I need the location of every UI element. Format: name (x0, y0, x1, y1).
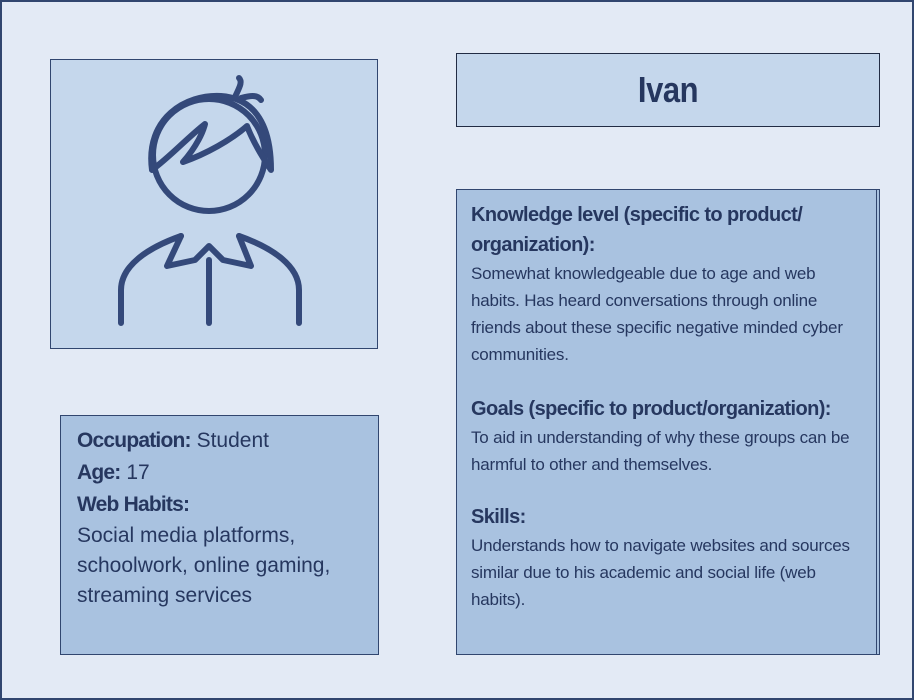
age-label: Age: (77, 461, 121, 484)
goals-body: To aid in understanding of why these gro… (471, 428, 850, 474)
web-habits-label: Web Habits: (77, 493, 190, 516)
avatar (50, 59, 378, 349)
occupation-value: Student (196, 429, 269, 452)
occupation-row: Occupation: Student (77, 425, 378, 457)
name-header: Ivan (456, 53, 880, 127)
goals-title: Goals (specific to product/organization)… (471, 398, 831, 420)
persona-details-panel: Knowledge level (specific to product/ or… (456, 189, 880, 655)
person-avatar-icon (118, 75, 302, 326)
knowledge-section: Knowledge level (specific to product/ or… (471, 200, 869, 368)
web-habits-row: Web Habits: (77, 489, 378, 521)
skills-section: Skills: Understands how to navigate webs… (471, 502, 869, 613)
persona-info-panel: Occupation: Student Age: 17 Web Habits: … (60, 415, 379, 655)
knowledge-title: Knowledge level (specific to product/ or… (471, 204, 803, 256)
web-habits-value: Social media platforms, schoolwork, onli… (77, 524, 331, 607)
goals-section: Goals (specific to product/organization)… (471, 394, 869, 478)
occupation-label: Occupation: (77, 429, 192, 452)
skills-title: Skills: (471, 506, 526, 528)
age-value: 17 (126, 461, 150, 484)
knowledge-body: Somewhat knowledgeable due to age and we… (471, 264, 843, 364)
persona-name: Ivan (637, 69, 699, 110)
age-row: Age: 17 (77, 457, 378, 489)
skills-body: Understands how to navigate websites and… (471, 536, 850, 609)
